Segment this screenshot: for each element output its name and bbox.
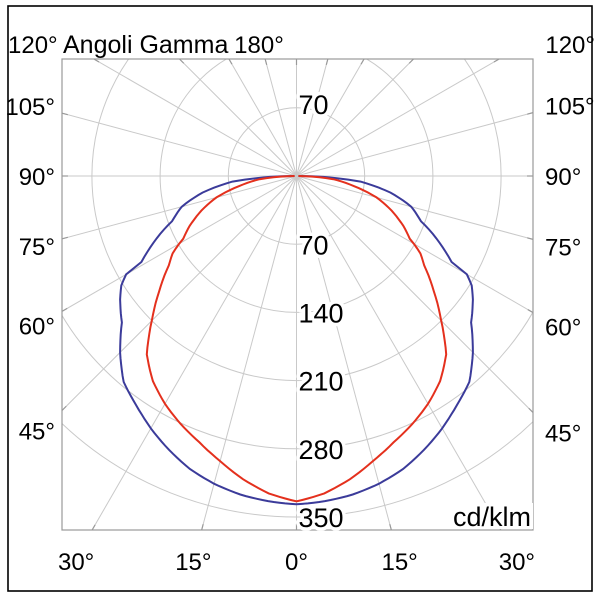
tick-165 <box>325 58 329 65</box>
gamma-label-bottom-2: 0° <box>285 549 308 576</box>
gamma-label-left-75: 75° <box>19 234 55 261</box>
grid-ray-330 <box>91 175 297 530</box>
gamma-label-left-45: 45° <box>19 418 55 445</box>
grid-ray-60 <box>296 175 533 314</box>
top-left-120-label: 120° <box>8 32 58 59</box>
grid-ray-135 <box>296 59 415 177</box>
gamma-label-left-90: 90° <box>19 164 55 191</box>
grid-ray-345 <box>201 175 297 530</box>
axis-ticks <box>61 58 534 531</box>
grid-ray-30 <box>296 175 502 530</box>
tick-255 <box>61 112 68 116</box>
radial-scale-labels: 70 70 140 210 280 350 <box>295 86 347 536</box>
unit-label-background <box>443 503 533 529</box>
grid-ray-300 <box>62 175 297 312</box>
radial-label-280: 280 <box>299 435 344 465</box>
radial-label-210: 210 <box>299 367 344 397</box>
tick-135 <box>408 58 414 64</box>
chart-title: Angoli Gamma <box>63 31 228 59</box>
tick-210 <box>228 58 233 65</box>
tick-45 <box>528 407 534 413</box>
grid-ray-45 <box>296 175 533 414</box>
grid-ray-240 <box>92 59 297 177</box>
tick-225 <box>179 58 185 64</box>
gamma-label-right-75: 75° <box>545 235 581 262</box>
tick-105 <box>527 112 534 115</box>
radial-label-70-top: 70 <box>299 90 329 120</box>
tick-315 <box>61 405 67 411</box>
tick-300 <box>61 307 68 312</box>
gamma-label-bottom-1: 15° <box>175 549 211 576</box>
gamma-label-bottom-4: 30° <box>499 549 535 576</box>
intensity-curves <box>119 175 474 506</box>
outer-frame <box>7 5 593 592</box>
tick-15 <box>389 524 392 531</box>
grid-ray-165 <box>296 59 329 177</box>
tick-195 <box>264 58 268 65</box>
radial-label-70: 70 <box>299 230 329 260</box>
tick-150 <box>360 58 365 65</box>
tick-330 <box>91 524 96 531</box>
gamma-angle-labels: 105° 90° 75° 60° 45° 105° 90° 75° 60° 45° 30° 15° 0°… <box>5 93 594 576</box>
grid-ray-225 <box>178 59 297 177</box>
radial-label-350: 350 <box>299 503 344 533</box>
grid-ray-15 <box>296 175 392 530</box>
grid-ray-195 <box>264 59 297 177</box>
gamma-label-bottom-0: 30° <box>58 549 94 576</box>
grid-ray-105 <box>296 112 533 177</box>
gamma-label-bottom-3: 15° <box>381 549 417 576</box>
grid-ray-255 <box>62 112 297 177</box>
top-right-120-label: 120° <box>545 32 595 59</box>
gamma-label-right-105: 105° <box>545 93 595 120</box>
tick-75 <box>527 237 534 240</box>
unit-label: cd/klm <box>453 502 531 532</box>
gamma-label-left-105: 105° <box>5 94 55 121</box>
tick-240 <box>93 58 100 63</box>
top-center-180-label: 180° <box>234 32 284 59</box>
radial-label-140: 140 <box>299 299 344 329</box>
red-intensity-curve <box>145 175 448 503</box>
plot-border <box>61 58 534 531</box>
gamma-label-right-90: 90° <box>545 164 581 191</box>
blue-intensity-curve <box>119 175 474 506</box>
grid-ray-315 <box>62 175 297 412</box>
grid-ray-150 <box>296 59 365 177</box>
tick-285 <box>61 236 68 240</box>
tick-345 <box>201 524 204 531</box>
grid-ray-120 <box>296 59 501 177</box>
gamma-label-left-60: 60° <box>19 313 55 340</box>
tick-120 <box>493 58 500 63</box>
gamma-label-right-45: 45° <box>545 420 581 447</box>
grid-ray-210 <box>228 59 297 177</box>
tick-60 <box>527 309 534 314</box>
gamma-label-right-60: 60° <box>545 315 581 342</box>
